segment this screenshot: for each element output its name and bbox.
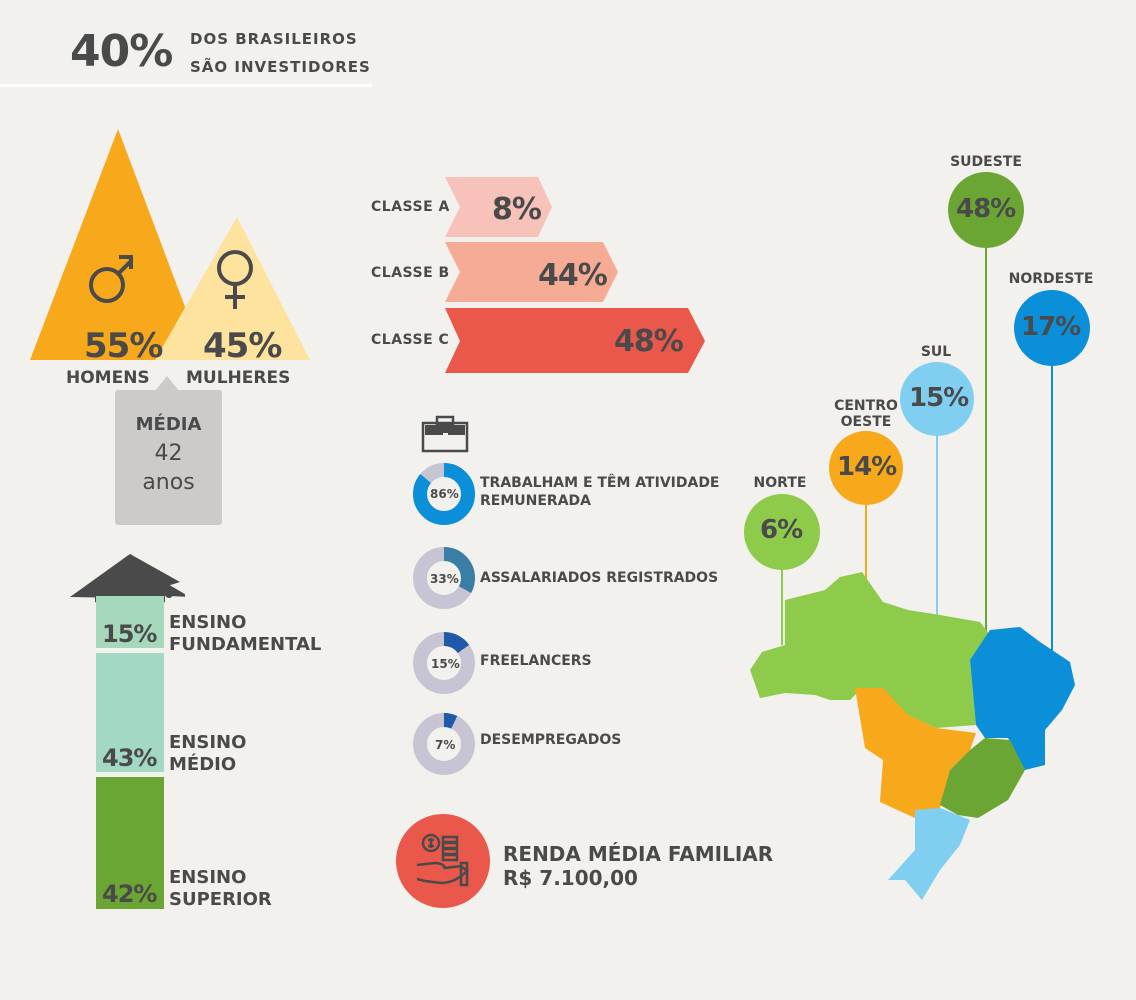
norte-pin: [744, 494, 820, 570]
donut-unemployed-label: DESEMPREGADOS: [480, 732, 622, 748]
class-c-arrow: [445, 308, 705, 373]
norte-value: 6%: [760, 515, 803, 545]
briefcase-icon: [421, 415, 469, 453]
income-value: R$ 7.100,00: [503, 866, 638, 890]
income-circle: [396, 814, 490, 908]
class-a-arrow: [445, 177, 552, 237]
male-icon: [89, 255, 133, 303]
education-chart: [70, 554, 185, 909]
class-b-value: 44%: [538, 258, 608, 293]
money-hand-icon: [416, 833, 469, 887]
sul-region: [888, 808, 970, 900]
female-percentage: 45%: [203, 326, 282, 366]
class-a-value: 8%: [492, 192, 542, 227]
male-percentage: 55%: [84, 326, 163, 366]
edu-medio-label: ENSINO MÉDIO: [169, 732, 246, 776]
donut-freelancers-value: 15%: [431, 657, 460, 671]
edu-medio-label-line-2: MÉDIO: [169, 754, 237, 775]
centro-oeste-value: 14%: [837, 452, 897, 482]
sudeste-label: SUDESTE: [950, 154, 1022, 170]
sul-value: 15%: [909, 383, 969, 413]
edu-medio-value: 43%: [102, 744, 157, 772]
edu-fundamental-value: 15%: [102, 620, 157, 648]
class-a-label: CLASSE A: [371, 199, 450, 215]
donut-salaried-value: 33%: [430, 572, 459, 586]
donut-working-value: 86%: [430, 487, 459, 501]
centro-oeste-label: CENTRO OESTE: [826, 398, 906, 430]
donut-freelancers-label: FREELANCERS: [480, 653, 592, 669]
headline-rule: [0, 84, 372, 87]
donut-salaried-arc: [413, 547, 475, 609]
male-triangle: [30, 129, 205, 360]
donut-working-label-line-2: REMUNERADA: [480, 493, 591, 509]
female-triangle: [155, 217, 310, 360]
average-box-pointer: [155, 376, 179, 391]
edu-superior-label: ENSINO SUPERIOR: [169, 867, 272, 911]
edu-superior-value: 42%: [102, 880, 157, 908]
headline-line-1: DOS BRASILEIROS: [190, 30, 358, 48]
centro-oeste-label-line-1: CENTRO: [834, 398, 898, 414]
class-c-label: CLASSE C: [371, 332, 450, 348]
sudeste-pin: [948, 172, 1024, 248]
average-unit: anos: [142, 470, 195, 495]
nordeste-pin: [1014, 290, 1090, 366]
employment-donuts: [413, 463, 475, 775]
donut-unemployed-arc: [413, 713, 475, 775]
donut-unemployed-value: 7%: [435, 738, 456, 752]
sudeste-value: 48%: [956, 194, 1016, 224]
norte-label: NORTE: [753, 475, 807, 491]
nordeste-region: [970, 627, 1075, 770]
edu-fundamental-label-line-1: ENSINO: [169, 612, 247, 633]
average-title: MÉDIA: [135, 414, 202, 435]
donut-salaried-label: ASSALARIADOS REGISTRADOS: [480, 570, 719, 586]
nordeste-label: NORDESTE: [1008, 271, 1094, 287]
average-value: 42: [154, 441, 183, 466]
class-c-value: 48%: [614, 324, 684, 359]
edu-superior-label-line-2: SUPERIOR: [169, 889, 272, 910]
edu-fundamental-label: ENSINO FUNDAMENTAL: [169, 612, 321, 656]
edu-superior-label-line-1: ENSINO: [169, 867, 247, 888]
donut-freelancers-arc: [413, 632, 475, 694]
average-age-box: MÉDIA 42 anos: [115, 390, 222, 525]
headline-line-2: SÃO INVESTIDORES: [190, 58, 371, 76]
gender-chart: [30, 129, 310, 360]
donut-working-arc: [413, 463, 475, 525]
donut-working-label-line-1: TRABALHAM E TÊM ATIVIDADE: [480, 475, 720, 491]
centro-oeste-pin: [829, 431, 903, 505]
sul-pin: [900, 362, 974, 436]
sudeste-region: [940, 738, 1025, 818]
sul-label: SUL: [920, 344, 952, 360]
nordeste-value: 17%: [1021, 312, 1081, 342]
donut-working-label: TRABALHAM E TÊM ATIVIDADE REMUNERADA: [480, 474, 720, 510]
male-label: HOMENS: [66, 368, 150, 388]
centro-oeste-label-line-2: OESTE: [840, 414, 892, 430]
headline-percentage: 40%: [70, 26, 173, 77]
class-b-arrow: [445, 242, 618, 302]
class-chart: [445, 177, 705, 373]
class-b-label: CLASSE B: [371, 265, 450, 281]
female-icon: [217, 250, 253, 309]
edu-fundamental-label-line-2: FUNDAMENTAL: [169, 634, 322, 655]
norte-region: [750, 572, 990, 728]
female-label: MULHERES: [186, 368, 291, 388]
edu-fundamental-bar: [96, 596, 164, 648]
edu-medio-bar: [96, 653, 164, 772]
brazil-map: [744, 172, 1090, 900]
edu-medio-label-line-1: ENSINO: [169, 732, 247, 753]
income-title: RENDA MÉDIA FAMILIAR: [503, 842, 774, 866]
edu-superior-bar: [96, 777, 164, 909]
